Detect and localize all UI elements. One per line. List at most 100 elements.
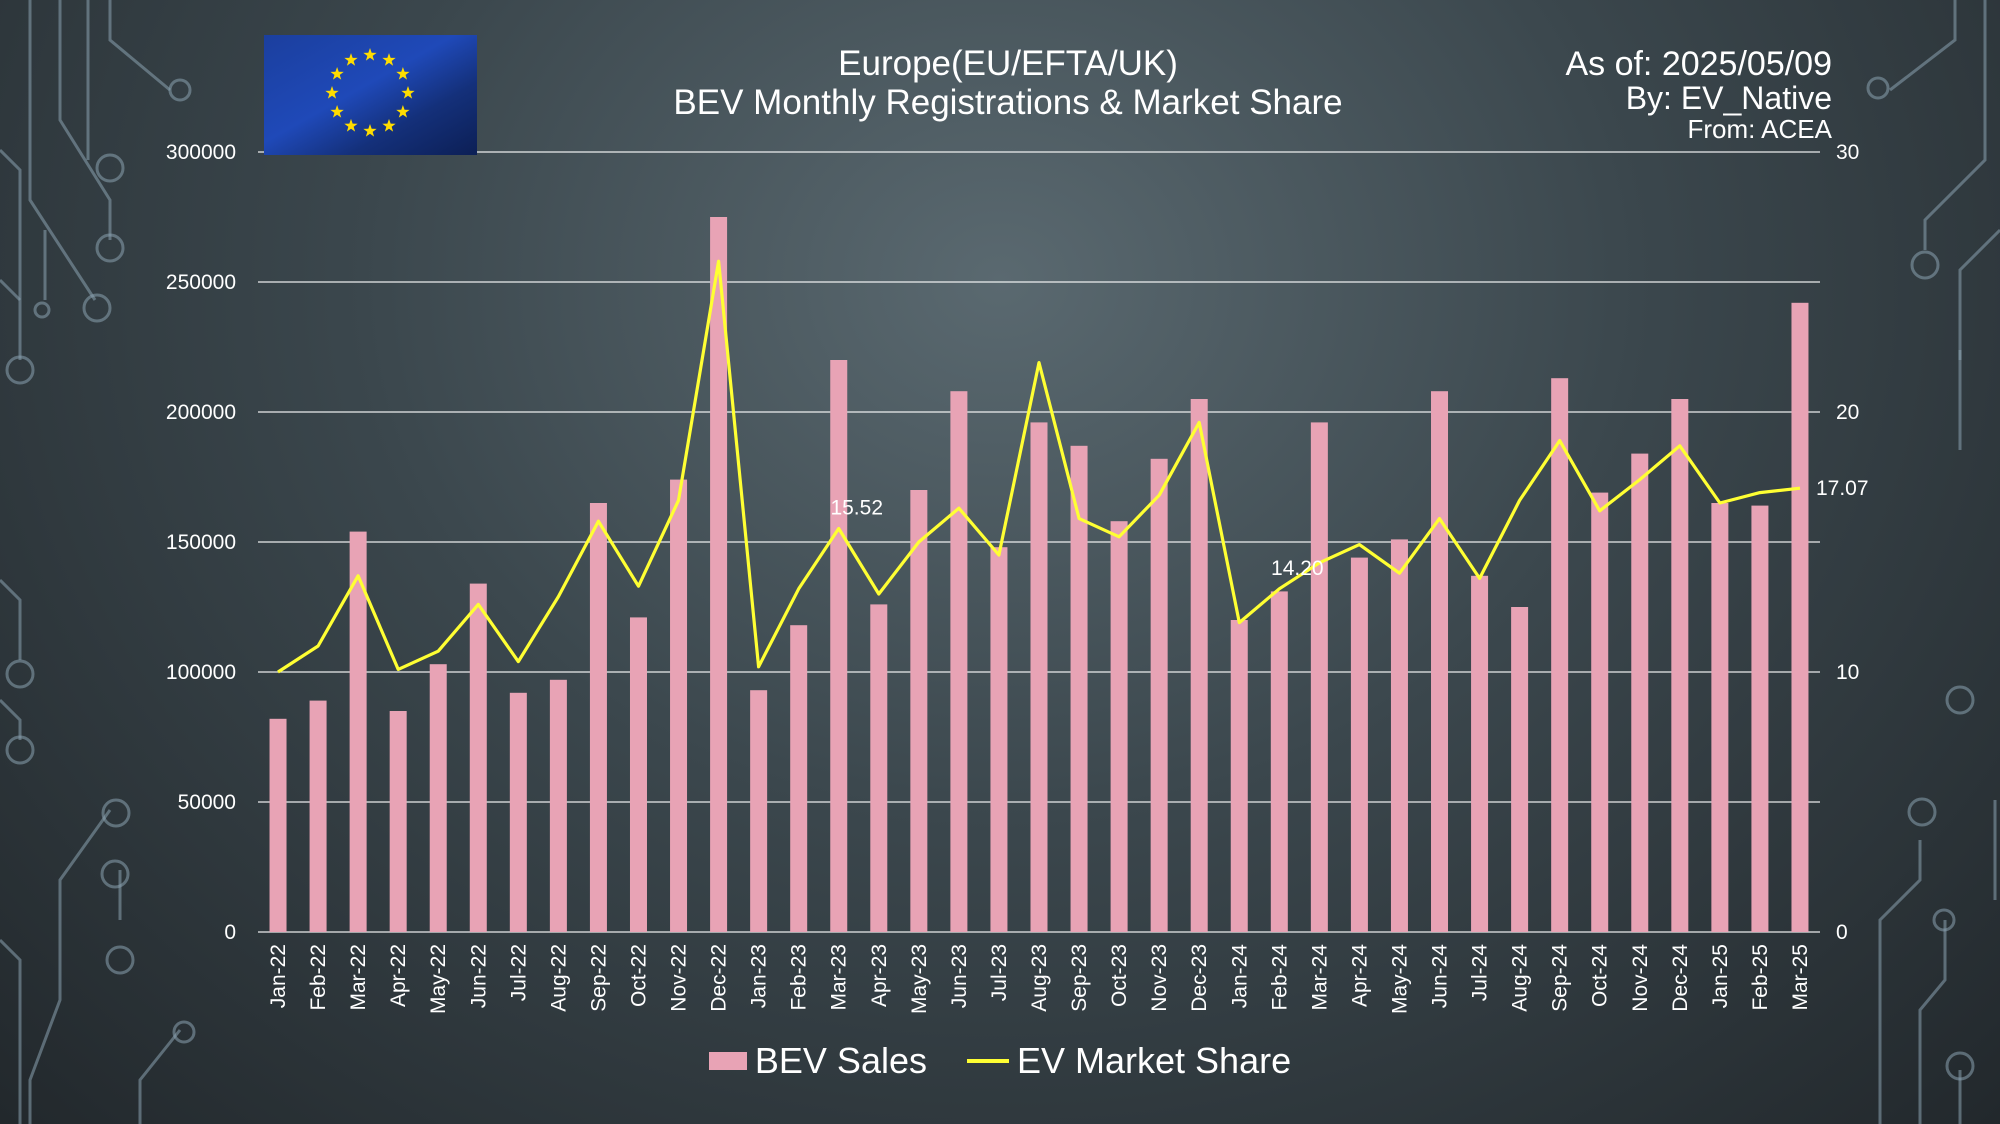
bar-Jan-22 bbox=[269, 718, 287, 932]
bar-Aug-24 bbox=[1511, 607, 1529, 932]
x-tick-label-Oct-24: Oct-24 bbox=[1589, 944, 1612, 1007]
circuit-trace-0 bbox=[108, 0, 171, 92]
data-label-Mar-23: 15.52 bbox=[830, 496, 883, 519]
x-tick-label-Mar-22: Mar-22 bbox=[347, 944, 370, 1011]
circuit-trace-17 bbox=[1878, 840, 1922, 1124]
circuit-node-1 bbox=[95, 153, 125, 183]
data-label-Mar-25: 17.07 bbox=[1816, 477, 1869, 500]
x-tick-label-May-22: May-22 bbox=[427, 944, 450, 1014]
circuit-trace-12 bbox=[0, 938, 22, 1124]
circuit-node-15 bbox=[1907, 797, 1937, 827]
flag-star bbox=[382, 53, 396, 66]
circuit-trace-8 bbox=[0, 698, 22, 740]
legend-label-bev-sales: BEV Sales bbox=[754, 1040, 927, 1081]
y-left-tick-label: 150000 bbox=[166, 531, 236, 554]
x-tick-label-Aug-24: Aug-24 bbox=[1509, 944, 1532, 1012]
x-tick-label-Oct-23: Oct-23 bbox=[1108, 944, 1131, 1007]
x-tick-label-Feb-22: Feb-22 bbox=[307, 944, 330, 1011]
x-tick-label-Nov-23: Nov-23 bbox=[1148, 944, 1171, 1012]
x-tick-label-Nov-22: Nov-22 bbox=[668, 944, 691, 1012]
y-left-tick-label: 100000 bbox=[166, 661, 236, 684]
chart-legend: BEV Sales EV Market Share bbox=[0, 1040, 2000, 1082]
chart-title-line-1: Europe(EU/EFTA/UK) bbox=[838, 44, 1178, 83]
bar-Nov-24 bbox=[1631, 453, 1649, 932]
legend-swatch-bar bbox=[708, 1052, 747, 1070]
x-axis: Jan-22 Feb-22 Mar-22 Apr-22 May-22 Jun-22 Jul-… bbox=[267, 944, 1812, 1014]
y-left-tick-label: 200000 bbox=[166, 401, 236, 424]
circuit-trace-6 bbox=[0, 278, 22, 302]
bar-Feb-25 bbox=[1751, 505, 1769, 932]
x-tick-label-Jun-22: Jun-22 bbox=[467, 944, 490, 1008]
x-tick-label-May-24: May-24 bbox=[1388, 944, 1411, 1014]
x-tick-label-Dec-24: Dec-24 bbox=[1669, 944, 1692, 1012]
bar-Sep-24 bbox=[1551, 378, 1569, 932]
chart-title-line-2: BEV Monthly Registrations & Market Share bbox=[673, 83, 1343, 122]
legend-swatch-line bbox=[966, 1059, 1009, 1063]
x-tick-label-Feb-24: Feb-24 bbox=[1268, 944, 1291, 1011]
x-tick-label-Feb-23: Feb-23 bbox=[788, 944, 811, 1011]
bar-Feb-22 bbox=[309, 700, 327, 932]
flag-star bbox=[325, 86, 339, 99]
circuit-node-14 bbox=[1945, 685, 1975, 715]
y-right-tick-label: 30 bbox=[1836, 141, 1859, 164]
circuit-trace-7 bbox=[0, 578, 22, 660]
flag-star bbox=[330, 105, 344, 118]
bar-Mar-23 bbox=[830, 360, 848, 932]
circuit-trace-15 bbox=[1958, 228, 2000, 360]
circuit-trace-18 bbox=[1918, 920, 1947, 1124]
data-labels: 15.52 14.20 17.07 bbox=[830, 477, 1868, 580]
circuit-node-2 bbox=[95, 233, 125, 263]
bar-May-24 bbox=[1390, 539, 1408, 932]
source-label: From: ACEA bbox=[1687, 114, 1832, 144]
y-right-tick-label: 10 bbox=[1836, 661, 1859, 684]
bar-Sep-23 bbox=[1070, 445, 1088, 932]
y-left-tick-label: 250000 bbox=[166, 271, 236, 294]
bar-Aug-22 bbox=[549, 679, 567, 932]
flag-star bbox=[382, 118, 396, 132]
author-label: By: EV_Native bbox=[1625, 80, 1832, 116]
circuit-node-5 bbox=[5, 355, 35, 385]
legend-label-ev-market-share: EV Market Share bbox=[1016, 1040, 1292, 1081]
flag-star bbox=[396, 105, 410, 118]
circuit-node-0 bbox=[168, 78, 192, 102]
x-tick-label-Jan-24: Jan-24 bbox=[1228, 944, 1251, 1009]
y-right-tick-label: 20 bbox=[1836, 401, 1859, 424]
bar-Apr-22 bbox=[389, 711, 407, 932]
x-tick-label-Sep-24: Sep-24 bbox=[1549, 944, 1572, 1012]
circuit-trace-13 bbox=[1889, 0, 1957, 92]
bar-Sep-22 bbox=[589, 503, 607, 932]
bar-Jun-24 bbox=[1431, 391, 1449, 932]
x-tick-label-Dec-23: Dec-23 bbox=[1188, 944, 1211, 1012]
circuit-trace-9 bbox=[28, 809, 112, 1124]
bar-Mar-25 bbox=[1791, 302, 1809, 932]
circuit-trace-2 bbox=[58, 0, 112, 240]
flag-star bbox=[396, 67, 410, 80]
bar-May-22 bbox=[429, 664, 447, 932]
y-left-tick-label: 0 bbox=[224, 921, 236, 944]
x-tick-label-Aug-23: Aug-23 bbox=[1028, 944, 1051, 1012]
x-tick-label-Sep-23: Sep-23 bbox=[1068, 944, 1091, 1012]
x-tick-label-Feb-25: Feb-25 bbox=[1749, 944, 1772, 1011]
y-axis-left: 0 50000 100000 150000 200000 250000 300000 bbox=[166, 141, 236, 944]
bar-Jul-24 bbox=[1471, 575, 1489, 932]
x-tick-label-Sep-22: Sep-22 bbox=[587, 944, 610, 1012]
circuit-node-6 bbox=[5, 659, 35, 689]
flag-star bbox=[344, 53, 358, 66]
bar-Jul-22 bbox=[509, 692, 527, 932]
y-axis-right: 0 10 20 30 bbox=[1836, 141, 1859, 944]
bar-Jan-24 bbox=[1230, 620, 1248, 932]
x-tick-label-Jan-23: Jan-23 bbox=[748, 944, 771, 1008]
bar-Jan-25 bbox=[1711, 503, 1729, 932]
bar-Oct-24 bbox=[1591, 492, 1609, 932]
y-left-tick-label: 50000 bbox=[178, 791, 236, 814]
flag-star bbox=[401, 86, 415, 99]
bar-May-23 bbox=[910, 490, 928, 932]
x-tick-label-Mar-23: Mar-23 bbox=[828, 944, 851, 1011]
circuit-node-11 bbox=[172, 1020, 196, 1044]
circuit-node-4 bbox=[33, 301, 51, 319]
bar-Apr-23 bbox=[870, 604, 888, 932]
bar-Oct-22 bbox=[629, 617, 647, 932]
bar-Jun-23 bbox=[950, 391, 968, 932]
x-tick-label-Apr-22: Apr-22 bbox=[387, 944, 410, 1007]
